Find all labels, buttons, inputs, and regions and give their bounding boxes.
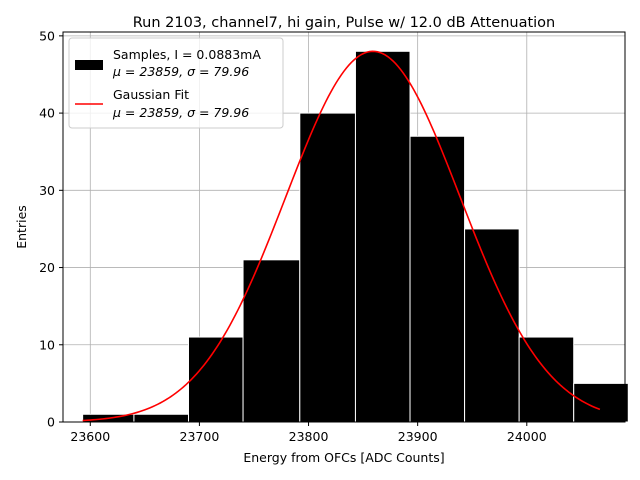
legend: Samples, I = 0.0883mA μ = 23859, σ = 79.… [68,37,284,129]
y-axis-ticks: 0 10 20 30 40 50 [39,28,63,430]
fit-curve [82,50,601,422]
histogram-bar [299,112,356,423]
chart-title: Run 2103, channel7, hi gain, Pulse w/ 12… [133,15,556,31]
x-tick-label: 23800 [289,429,329,444]
legend-box [68,37,284,129]
legend-samples-swatch [75,60,103,70]
x-tick-label: 23900 [398,429,438,444]
x-tick-label: 23700 [180,429,220,444]
legend-samples-stats: μ = 23859, σ = 79.96 [112,64,249,79]
histogram-bar [354,50,411,423]
gaussian-fit [82,50,601,422]
y-tick-label: 10 [39,337,55,352]
x-axis-label: Energy from OFCs [ADC Counts] [243,450,444,465]
y-tick-label: 20 [39,260,55,275]
histogram-bar [464,228,520,423]
y-tick-label: 0 [47,415,55,430]
plot-frame [62,31,626,423]
histogram-bar [133,413,189,423]
y-axis-label: Entries [14,205,29,249]
x-tick-label: 24000 [507,429,547,444]
legend-fit-label: Gaussian Fit [113,87,189,102]
legend-samples-label: Samples, I = 0.0883mA [113,47,261,62]
histogram-bar [573,382,629,423]
y-tick-label: 30 [39,183,55,198]
histogram-bar [187,336,244,423]
x-tick-label: 23600 [70,429,110,444]
x-axis-ticks: 23600 23700 23800 23900 24000 [70,422,547,444]
histogram-bar [242,259,301,423]
y-tick-label: 50 [39,28,55,43]
histogram-bar [409,135,466,423]
histogram-bar [518,336,575,423]
y-tick-label: 40 [39,106,55,121]
legend-fit-stats: μ = 23859, σ = 79.96 [112,105,249,120]
